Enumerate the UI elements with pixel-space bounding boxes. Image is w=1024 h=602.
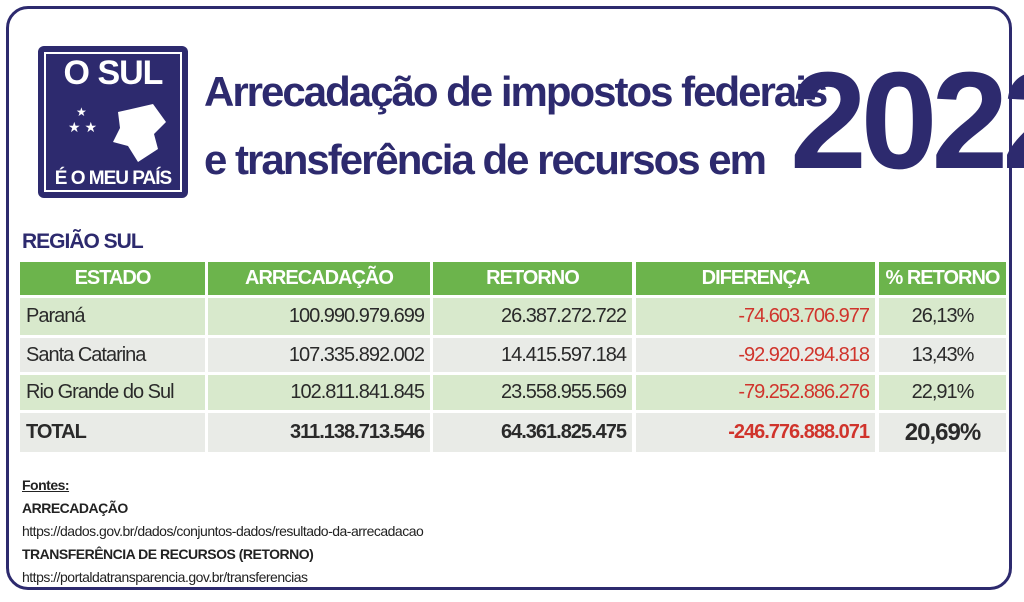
source-title: ARRECADAÇÃO <box>22 500 128 516</box>
table-cell: -74.603.706.977 <box>636 298 875 335</box>
total-cell: 20,69% <box>879 413 1006 452</box>
table-cell: 107.335.892.002 <box>208 338 430 372</box>
column-header: RETORNO <box>433 262 632 295</box>
svg-text:★ ★: ★ ★ <box>68 119 97 135</box>
logo-art: ★ ★★ <box>68 104 166 162</box>
column-header: ARRECADAÇÃO <box>208 262 430 295</box>
logo: O SUL ★ ★ ★ É O MEU PAÍS <box>38 46 188 198</box>
table-cell: Santa Catarina <box>20 338 205 372</box>
table-cell: Paraná <box>20 298 205 335</box>
year: 2022 <box>790 44 1024 198</box>
table-cell: 26,13% <box>879 298 1006 335</box>
table-cell: 23.558.955.569 <box>433 375 632 410</box>
region: REGIÃO SUL <box>22 230 144 253</box>
table-cell: Rio Grande do Sul <box>20 375 205 410</box>
total-cell: 311.138.713.546 <box>208 413 430 452</box>
table-cell: 102.811.841.845 <box>208 375 430 410</box>
table-cell: 22,91% <box>879 375 1006 410</box>
title-line: Arrecadação de impostos federais <box>204 68 828 115</box>
total-cell: TOTAL <box>20 413 205 452</box>
sources: Fontes: ARRECADAÇÃO https://dados.gov.br/d… <box>22 474 424 589</box>
logo-frame <box>44 52 182 192</box>
svg-text:★: ★ <box>76 105 87 119</box>
table-cell: 14.415.597.184 <box>433 338 632 372</box>
frame <box>6 6 1012 590</box>
sources-label: Fontes: <box>22 477 70 493</box>
table-cell: 26.387.272.722 <box>433 298 632 335</box>
table-cell: 13,43% <box>879 338 1006 372</box>
total-cell: 64.361.825.475 <box>433 413 632 452</box>
title-line: e transferência de recursos em <box>204 136 767 183</box>
logo-top: O SUL <box>63 54 164 92</box>
table-cell: -79.252.886.276 <box>636 375 875 410</box>
column-header: DIFERENÇA <box>636 262 875 295</box>
total-cell: -246.776.888.071 <box>636 413 875 452</box>
logo-bottom: É O MEU PAÍS <box>54 168 172 189</box>
source-url: https://dados.gov.br/dados/conjuntos-dad… <box>22 523 424 539</box>
source-title: TRANSFERÊNCIA DE RECURSOS (RETORNO) <box>22 546 314 562</box>
column-header: ESTADO <box>20 262 205 295</box>
column-header: % RETORNO <box>879 262 1006 295</box>
table-cell: -92.920.294.818 <box>636 338 875 372</box>
table-cell: 100.990.979.699 <box>208 298 430 335</box>
source-url: https://portaldatransparencia.gov.br/tra… <box>22 569 308 585</box>
